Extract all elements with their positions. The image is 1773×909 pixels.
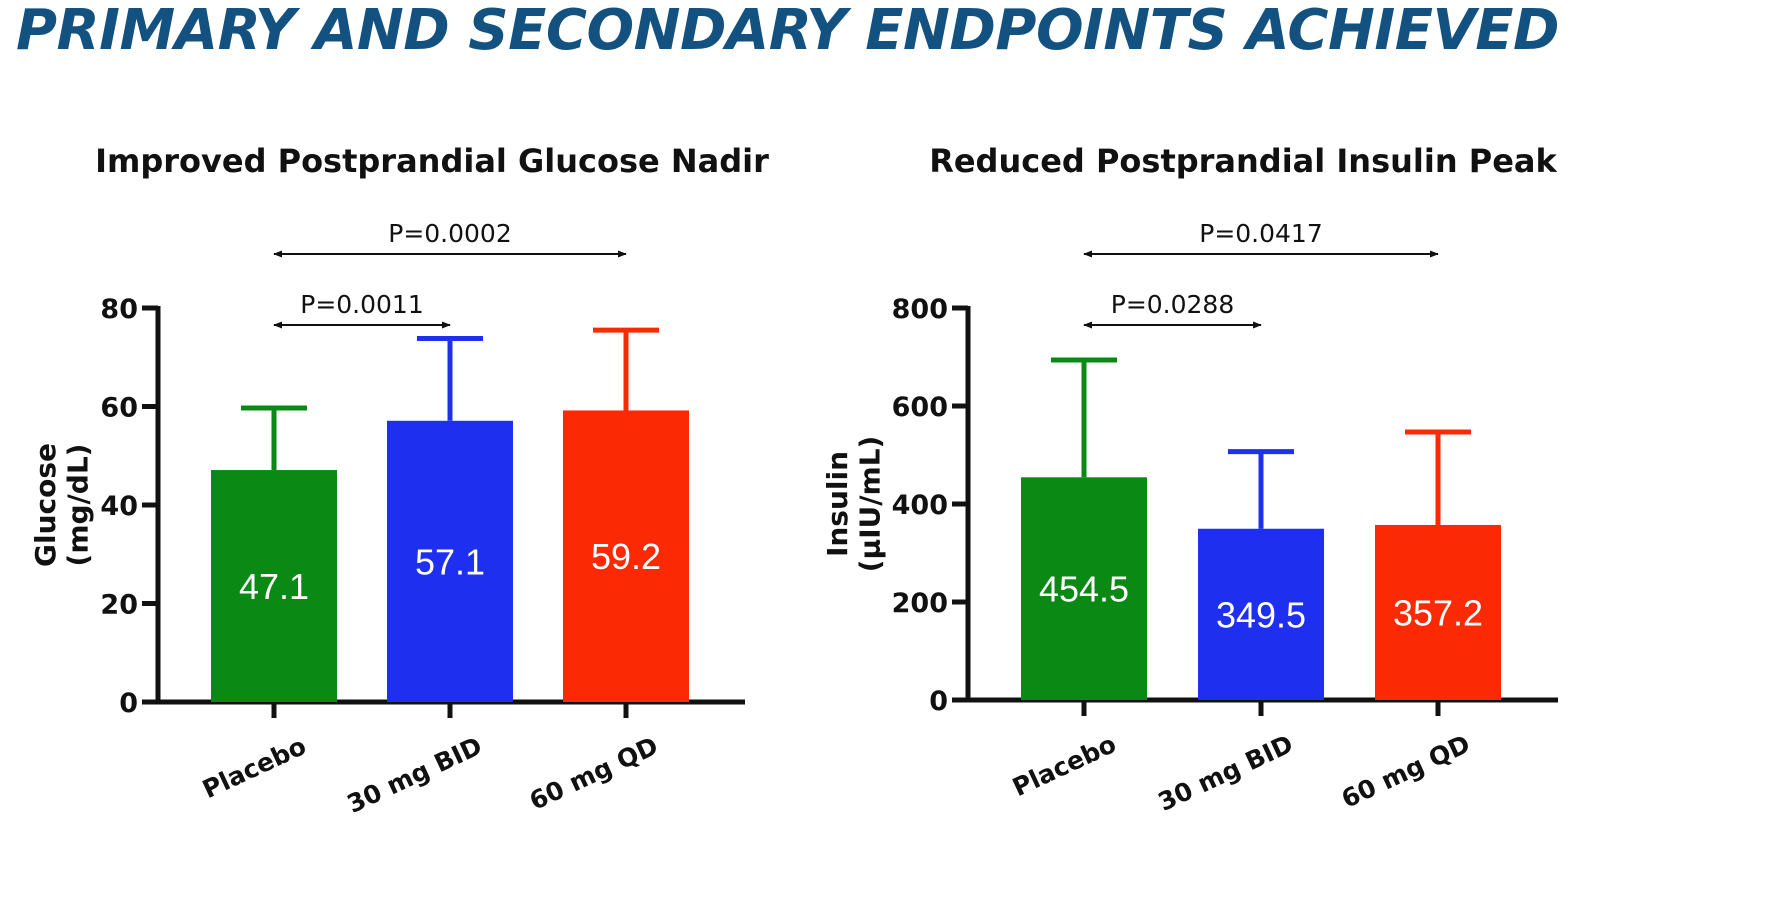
x-category-label: 60 mg QD <box>1337 729 1474 814</box>
chart-title: Reduced Postprandial Insulin Peak <box>929 142 1557 180</box>
bar-60-mg-qd <box>563 410 689 702</box>
bar-value-label: 57.1 <box>415 541 485 582</box>
x-category-label: Placebo <box>1008 729 1121 802</box>
y-axis-label-line2: (mg/dL) <box>61 444 94 567</box>
y-axis-label-line1: Glucose <box>29 443 62 567</box>
y-axis-label: Glucose(mg/dL) <box>29 443 94 567</box>
bar-value-label: 59.2 <box>591 536 661 577</box>
bar-value-label: 357.2 <box>1393 592 1483 633</box>
p-value-label: P=0.0417 <box>1199 219 1323 248</box>
bar-value-label: 47.1 <box>239 566 309 607</box>
bar-60-mg-qd <box>1375 524 1501 700</box>
x-category-label: 60 mg QD <box>525 731 662 816</box>
y-axis-label: Insulin(µIU/mL) <box>821 436 886 573</box>
y-tick-label: 40 <box>100 491 138 522</box>
bar-value-label: 349.5 <box>1216 594 1306 635</box>
page-title: PRIMARY AND SECONDARY ENDPOINTS ACHIEVED <box>16 0 1560 63</box>
p-value-label: P=0.0002 <box>388 219 512 248</box>
y-tick-label: 0 <box>929 686 948 717</box>
x-category-label: 30 mg BID <box>1154 729 1298 817</box>
bar-placebo <box>211 470 337 702</box>
y-axis-label-line2: (µIU/mL) <box>853 436 886 573</box>
bar-placebo <box>1021 477 1147 700</box>
p-value-label: P=0.0011 <box>300 290 424 319</box>
glucose-chart: Improved Postprandial Glucose Nadir Gluco… <box>29 142 769 819</box>
y-tick-label: 20 <box>100 590 138 621</box>
x-category-label: 30 mg BID <box>343 731 487 819</box>
y-tick-label: 800 <box>892 294 948 325</box>
bar-value-label: 454.5 <box>1039 569 1129 610</box>
chart-title: Improved Postprandial Glucose Nadir <box>95 142 769 180</box>
bar-30-mg-bid <box>387 420 513 702</box>
y-tick-label: 80 <box>100 294 138 325</box>
p-value-label: P=0.0288 <box>1111 290 1235 319</box>
y-tick-label: 200 <box>892 588 948 619</box>
y-tick-label: 400 <box>892 490 948 521</box>
insulin-chart: Reduced Postprandial Insulin Peak Insulin… <box>821 142 1558 817</box>
y-axis-label-line1: Insulin <box>821 451 854 557</box>
y-tick-label: 0 <box>119 688 138 719</box>
bar-30-mg-bid <box>1198 528 1324 700</box>
y-tick-label: 60 <box>100 393 138 424</box>
x-category-label: Placebo <box>198 731 311 804</box>
y-tick-label: 600 <box>892 392 948 423</box>
